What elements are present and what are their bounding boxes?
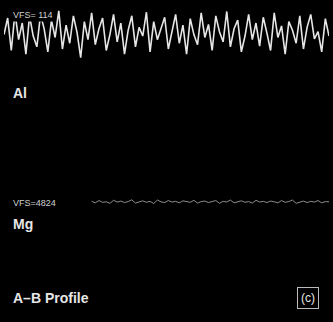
svg-text:VFS= 114: VFS= 114 (13, 10, 53, 20)
svg-text:Al: Al (13, 85, 27, 101)
svg-text:A–B Profile: A–B Profile (13, 290, 89, 306)
svg-text:VFS=4824: VFS=4824 (13, 198, 56, 208)
svg-text:Mg: Mg (13, 216, 33, 232)
svg-text:(c): (c) (301, 291, 315, 305)
